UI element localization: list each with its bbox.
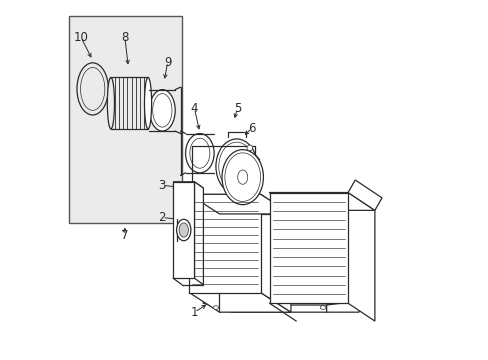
Ellipse shape xyxy=(176,219,190,241)
Ellipse shape xyxy=(107,77,114,129)
Ellipse shape xyxy=(149,90,175,131)
Polygon shape xyxy=(173,182,203,188)
Text: 7: 7 xyxy=(121,229,128,242)
Bar xyxy=(69,16,182,223)
Text: 9: 9 xyxy=(163,55,171,69)
Polygon shape xyxy=(326,296,362,312)
Polygon shape xyxy=(189,293,290,312)
Text: 5: 5 xyxy=(233,102,241,115)
Polygon shape xyxy=(269,193,374,210)
Ellipse shape xyxy=(144,77,151,129)
Text: 6: 6 xyxy=(247,122,255,135)
Polygon shape xyxy=(203,296,340,312)
Ellipse shape xyxy=(224,153,260,202)
Polygon shape xyxy=(189,194,290,214)
Ellipse shape xyxy=(179,223,188,237)
Ellipse shape xyxy=(185,134,214,173)
Ellipse shape xyxy=(77,63,108,115)
Ellipse shape xyxy=(237,170,247,184)
Text: 8: 8 xyxy=(121,31,128,44)
Text: 3: 3 xyxy=(158,179,166,192)
Text: 2: 2 xyxy=(158,211,166,224)
Ellipse shape xyxy=(218,142,254,191)
Ellipse shape xyxy=(152,94,172,127)
Polygon shape xyxy=(260,194,290,312)
Text: 10: 10 xyxy=(73,31,88,44)
Ellipse shape xyxy=(246,145,252,151)
Polygon shape xyxy=(189,194,260,293)
Ellipse shape xyxy=(222,150,263,204)
Polygon shape xyxy=(269,193,347,303)
Ellipse shape xyxy=(216,139,257,194)
Ellipse shape xyxy=(213,306,218,309)
Polygon shape xyxy=(347,180,381,210)
Ellipse shape xyxy=(189,138,209,168)
Polygon shape xyxy=(194,182,203,285)
Ellipse shape xyxy=(231,159,241,174)
Polygon shape xyxy=(173,182,194,278)
Ellipse shape xyxy=(81,67,104,111)
Text: 4: 4 xyxy=(190,102,198,115)
Polygon shape xyxy=(347,193,374,321)
Text: 1: 1 xyxy=(190,306,198,319)
Ellipse shape xyxy=(320,306,325,309)
